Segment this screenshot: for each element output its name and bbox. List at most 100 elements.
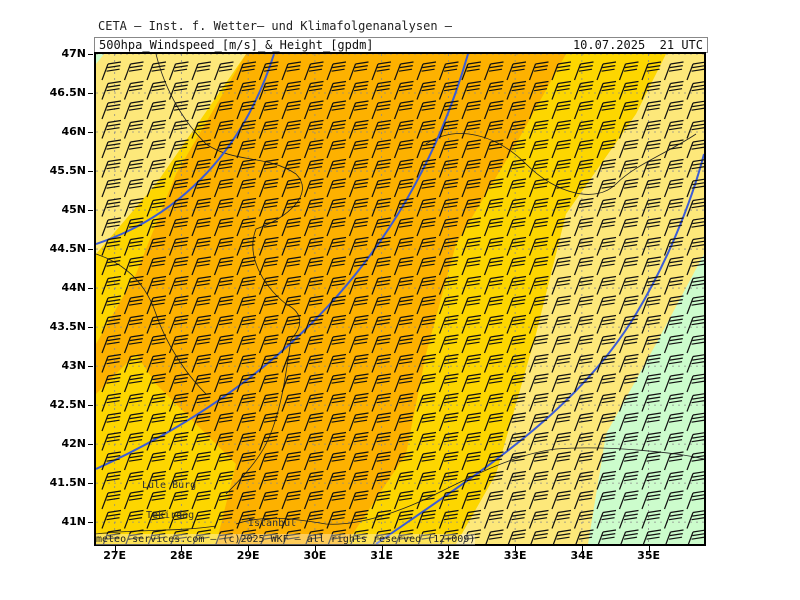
wind-barb	[326, 314, 347, 334]
wind-barb	[146, 470, 167, 490]
wind-barb	[416, 373, 437, 393]
wind-barb	[281, 431, 302, 451]
wind-barb	[281, 451, 302, 471]
wind-barb	[326, 334, 347, 354]
wind-barb	[258, 61, 279, 81]
wind-barb	[258, 373, 279, 393]
wind-barb	[348, 431, 369, 451]
wind-barb	[101, 334, 122, 354]
wind-barb	[192, 529, 212, 544]
wind-barb	[552, 529, 572, 544]
wind-barb	[348, 158, 369, 178]
wind-barb	[371, 295, 392, 315]
wind-barb	[686, 159, 704, 178]
wind-barb	[371, 217, 392, 237]
wind-barb	[618, 431, 639, 451]
wind-barb	[438, 431, 459, 451]
wind-barb	[258, 100, 279, 120]
wind-barb	[551, 451, 572, 471]
wind-barb	[663, 256, 684, 276]
wind-barb	[123, 80, 144, 100]
wind-barb	[123, 158, 144, 178]
lon-label: 34E	[570, 549, 594, 562]
wind-barb	[147, 529, 167, 544]
wind-barb	[686, 451, 704, 471]
wind-barb	[101, 490, 122, 510]
lat-label: 45N	[61, 203, 86, 217]
wind-barb	[326, 470, 347, 490]
wind-barb	[213, 490, 234, 510]
wind-barb	[123, 314, 144, 334]
wind-barb	[326, 178, 347, 198]
wind-barb	[213, 412, 234, 432]
wind-barb	[326, 236, 347, 256]
wind-barb	[551, 61, 572, 81]
wind-barb	[551, 139, 572, 159]
wind-barb	[393, 100, 414, 120]
wind-barb	[236, 412, 257, 432]
wind-barb	[303, 197, 324, 217]
wind-barb	[528, 412, 549, 432]
wind-barb	[483, 470, 504, 490]
wind-barb	[191, 295, 212, 315]
wind-barb	[438, 392, 459, 412]
wind-barb	[596, 100, 617, 120]
lat-tick	[88, 210, 93, 212]
wind-barb	[461, 158, 482, 178]
wind-barb	[506, 61, 527, 81]
wind-barb	[393, 509, 414, 529]
wind-barb	[303, 236, 324, 256]
wind-barb	[146, 256, 167, 276]
wind-barb	[461, 392, 482, 412]
wind-barb	[438, 451, 459, 471]
wind-barb	[551, 217, 572, 237]
wind-barb	[371, 197, 392, 217]
wind-barb	[686, 412, 704, 432]
wind-barb	[618, 334, 639, 354]
wind-barb	[618, 295, 639, 315]
wind-barb	[191, 373, 212, 393]
wind-barb	[236, 470, 257, 490]
wind-barb	[213, 451, 234, 471]
wind-barb	[573, 100, 594, 120]
wind-barb	[191, 431, 212, 451]
height-contour-1	[96, 54, 275, 245]
wind-barb	[348, 256, 369, 276]
wind-barb	[528, 178, 549, 198]
wind-barb	[236, 61, 257, 81]
wind-barb	[371, 119, 392, 139]
wind-barb	[596, 373, 617, 393]
wind-barb	[213, 353, 234, 373]
wind-barb	[168, 256, 189, 276]
wind-barb	[551, 100, 572, 120]
wind-barb	[191, 197, 212, 217]
wind-barb	[236, 334, 257, 354]
wind-barb	[303, 100, 324, 120]
wind-barb	[123, 509, 144, 529]
wind-barb	[416, 256, 437, 276]
wind-barb	[686, 139, 704, 159]
wind-barb	[213, 236, 234, 256]
wind-barb	[641, 353, 662, 373]
wind-barb	[303, 431, 324, 451]
wind-barb	[416, 158, 437, 178]
lat-tick	[88, 405, 93, 407]
wind-barb	[123, 392, 144, 412]
wind-barb	[416, 217, 437, 237]
wind-barb	[258, 139, 279, 159]
wind-barb	[663, 197, 684, 217]
wind-barb	[597, 529, 617, 544]
wind-barb	[461, 373, 482, 393]
wind-barb	[303, 392, 324, 412]
wind-barb	[213, 256, 234, 276]
wind-barb	[281, 470, 302, 490]
wind-barb	[596, 139, 617, 159]
wind-barb	[483, 217, 504, 237]
wind-barb	[281, 353, 302, 373]
wind-barb	[191, 334, 212, 354]
wind-barb	[551, 119, 572, 139]
wind-barb	[326, 431, 347, 451]
wind-barb	[663, 295, 684, 315]
wind-barb	[663, 236, 684, 256]
wind-barb	[303, 158, 324, 178]
